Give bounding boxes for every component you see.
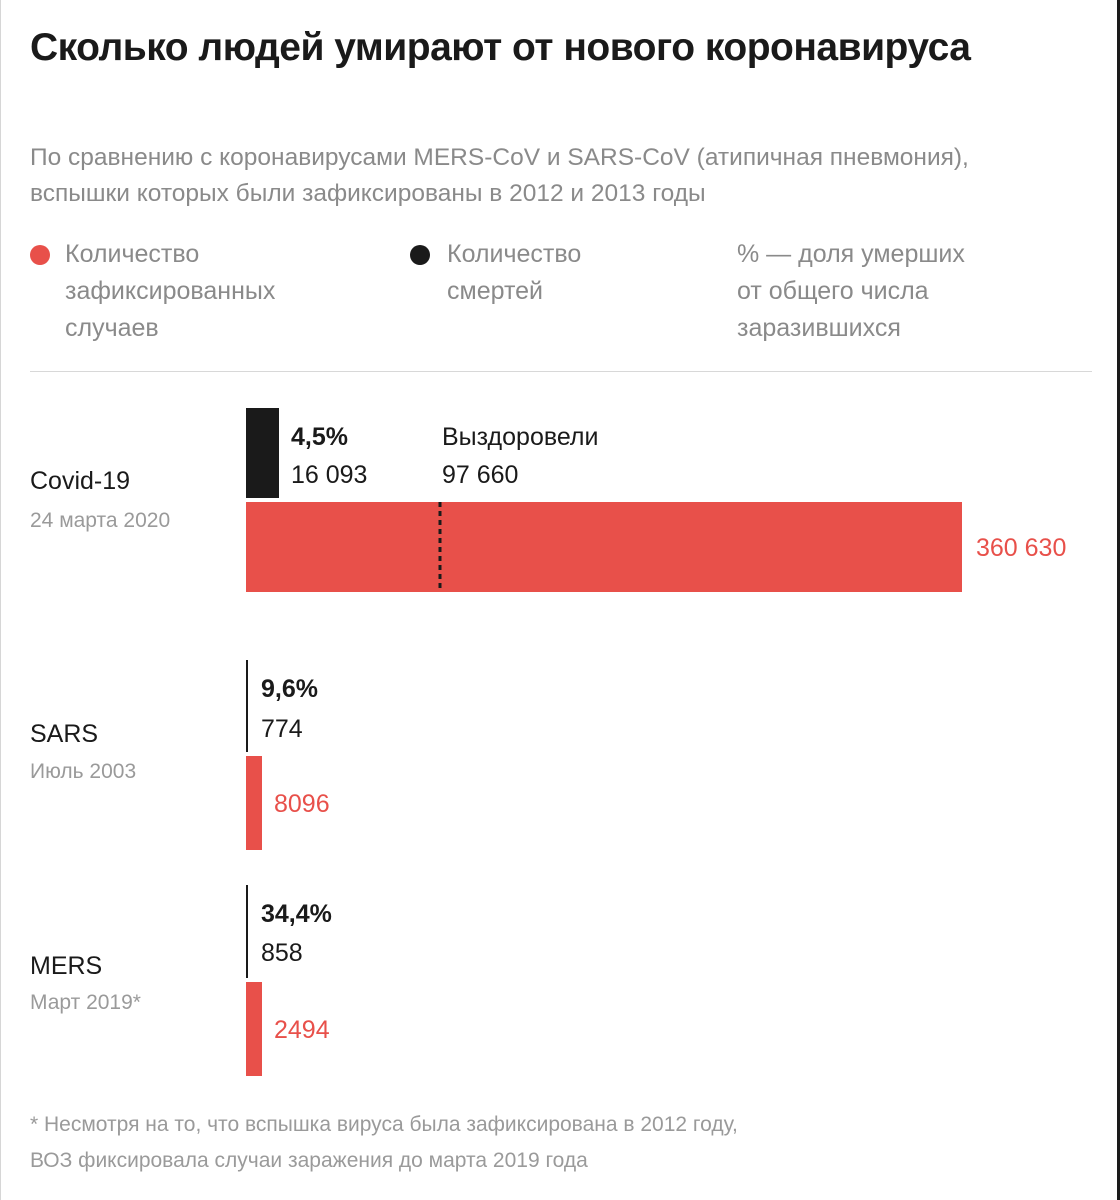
legend-label-deaths: Количество смертей xyxy=(447,240,582,305)
legend-item-death-rate: % — доля умерших от общего числа заразив… xyxy=(737,236,965,347)
cases-value-label-sars: 8096 xyxy=(274,790,330,818)
legend-divider xyxy=(30,371,1092,372)
cases-bar-sars xyxy=(246,756,262,850)
black-dot-icon xyxy=(410,245,430,265)
chart-title: Сколько людей умирают от нового коронави… xyxy=(30,26,971,69)
death-rate-label-sars: 9,6% xyxy=(261,675,318,703)
category-date-mers: Март 2019* xyxy=(30,991,141,1014)
deaths-value-label-mers: 858 xyxy=(261,939,303,967)
frame-left-edge xyxy=(0,0,1,1200)
deaths-bar-mers xyxy=(246,885,248,978)
cases-value-label-mers: 2494 xyxy=(274,1016,330,1044)
category-label-mers: MERS xyxy=(30,952,102,980)
deaths-bar-covid-19 xyxy=(246,408,279,498)
cases-bar-mers xyxy=(246,982,262,1076)
recovered-value-label: 97 660 xyxy=(442,461,518,489)
chart-canvas: Covid-19 24 марта 2020 4,5% 16 093 360 630 SA… xyxy=(30,408,1066,1076)
legend-label-cases: Количество зафиксированных случаев xyxy=(65,240,276,342)
deaths-value-label-sars: 774 xyxy=(261,715,303,743)
death-rate-label-mers: 34,4% xyxy=(261,900,332,928)
deaths-value-label-covid-19: 16 093 xyxy=(291,461,367,489)
recovered-label: Выздоровели xyxy=(442,423,598,451)
cases-bar-covid-19 xyxy=(246,502,962,592)
legend-item-cases: Количество зафиксированных случаев xyxy=(30,236,275,347)
category-date-sars: Июль 2003 xyxy=(30,760,136,783)
cases-value-label-covid-19: 360 630 xyxy=(976,534,1066,562)
chart-subtitle: По сравнению с коронавирусами MERS-CoV и… xyxy=(30,144,969,207)
legend-label-death-rate: % — доля умерших от общего числа заразив… xyxy=(737,240,965,342)
frame-right-edge xyxy=(1117,0,1120,1200)
category-date-covid-19: 24 марта 2020 xyxy=(30,509,170,532)
footnote: * Несмотря на то, что вспышка вируса был… xyxy=(30,1113,738,1172)
category-label-sars: SARS xyxy=(30,720,98,748)
death-rate-label-covid-19: 4,5% xyxy=(291,423,348,451)
legend-item-deaths: Количество смертей xyxy=(410,236,581,310)
red-dot-icon xyxy=(30,245,50,265)
deaths-bar-sars xyxy=(246,660,248,752)
category-label-covid-19: Covid-19 xyxy=(30,467,130,495)
